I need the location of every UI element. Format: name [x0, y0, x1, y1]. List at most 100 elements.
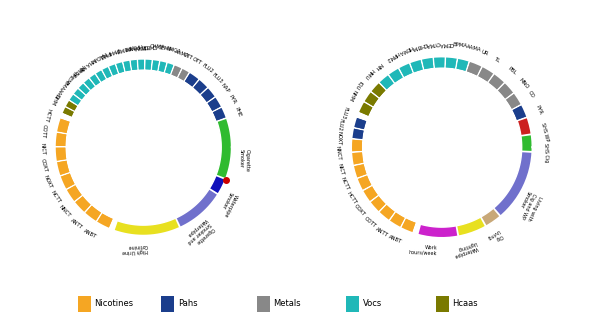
Bar — [161, 296, 174, 312]
Text: AMCA: AMCA — [166, 46, 182, 55]
Polygon shape — [143, 147, 226, 194]
Polygon shape — [457, 58, 469, 71]
Polygon shape — [422, 57, 433, 69]
Polygon shape — [410, 59, 423, 72]
Polygon shape — [56, 161, 69, 175]
Polygon shape — [109, 63, 118, 75]
PathPatch shape — [133, 69, 195, 206]
Polygon shape — [379, 205, 395, 220]
Polygon shape — [179, 68, 189, 80]
Polygon shape — [506, 93, 521, 109]
PathPatch shape — [456, 83, 497, 225]
PathPatch shape — [414, 69, 517, 178]
PathPatch shape — [364, 161, 437, 227]
Text: PYR: PYR — [227, 94, 237, 105]
Text: Waterpipe
Lighting: Waterpipe Lighting — [451, 240, 479, 258]
PathPatch shape — [83, 177, 163, 224]
Polygon shape — [84, 78, 94, 90]
PathPatch shape — [396, 156, 521, 218]
Polygon shape — [371, 83, 386, 97]
Polygon shape — [353, 164, 367, 178]
PathPatch shape — [102, 182, 175, 221]
Polygon shape — [352, 129, 364, 139]
Text: CEMA: CEMA — [158, 45, 173, 52]
Polygon shape — [102, 66, 112, 78]
Text: ANBT: ANBT — [83, 228, 98, 239]
Polygon shape — [208, 97, 221, 111]
PathPatch shape — [421, 110, 517, 225]
PathPatch shape — [454, 68, 511, 191]
PathPatch shape — [151, 70, 221, 156]
Text: PMA: PMA — [59, 79, 69, 91]
Text: PHE: PHE — [234, 106, 242, 118]
Text: DHBM: DHBM — [141, 43, 157, 49]
Bar — [257, 296, 270, 312]
Text: ANBT: ANBT — [387, 235, 402, 245]
Text: HEMA: HEMA — [397, 44, 413, 55]
Polygon shape — [124, 60, 131, 71]
Polygon shape — [364, 92, 378, 106]
PathPatch shape — [367, 168, 440, 227]
Polygon shape — [146, 59, 152, 69]
Text: NCTT: NCTT — [340, 176, 350, 191]
Polygon shape — [201, 88, 216, 102]
PathPatch shape — [404, 73, 522, 142]
PathPatch shape — [456, 76, 487, 224]
Polygon shape — [489, 74, 504, 89]
Text: MNO: MNO — [518, 77, 530, 90]
Text: PYR: PYR — [534, 104, 543, 116]
PathPatch shape — [119, 72, 221, 145]
Text: CO: CO — [527, 90, 536, 99]
Polygon shape — [357, 176, 371, 190]
PathPatch shape — [107, 76, 200, 202]
Polygon shape — [351, 152, 364, 165]
PathPatch shape — [362, 131, 502, 204]
Polygon shape — [410, 59, 423, 72]
Polygon shape — [357, 176, 371, 190]
Text: COXT: COXT — [39, 158, 48, 173]
Polygon shape — [399, 63, 413, 77]
Polygon shape — [390, 212, 405, 228]
Text: MHA: MHA — [83, 56, 96, 67]
PathPatch shape — [82, 95, 206, 195]
Polygon shape — [442, 147, 500, 226]
Text: AAC: AAC — [54, 86, 63, 98]
PathPatch shape — [362, 131, 429, 226]
PathPatch shape — [119, 72, 198, 204]
PathPatch shape — [65, 148, 220, 163]
PathPatch shape — [454, 68, 522, 146]
Text: NNCT: NNCT — [335, 146, 341, 161]
Polygon shape — [506, 93, 521, 109]
Text: Living with
Cig and WP
Smoker: Living with Cig and WP Smoker — [515, 189, 542, 222]
Text: DHBM: DHBM — [411, 41, 427, 51]
Text: MH: MH — [373, 61, 383, 70]
Text: NNCT: NNCT — [58, 204, 72, 218]
PathPatch shape — [113, 74, 221, 143]
PathPatch shape — [373, 99, 521, 160]
PathPatch shape — [372, 165, 517, 195]
Polygon shape — [152, 59, 159, 70]
PathPatch shape — [367, 164, 515, 185]
Text: MADA: MADA — [90, 50, 106, 62]
PathPatch shape — [395, 77, 519, 171]
Polygon shape — [185, 72, 199, 86]
Polygon shape — [379, 205, 395, 220]
Polygon shape — [418, 147, 457, 238]
Polygon shape — [165, 62, 174, 74]
Polygon shape — [109, 63, 118, 75]
Text: AAMA: AAMA — [174, 49, 190, 59]
Polygon shape — [60, 173, 75, 189]
Polygon shape — [55, 148, 66, 161]
Polygon shape — [467, 61, 482, 75]
PathPatch shape — [414, 69, 522, 143]
Polygon shape — [351, 140, 362, 151]
Text: Hcaas: Hcaas — [453, 300, 478, 308]
Polygon shape — [69, 94, 81, 105]
Text: Metals: Metals — [273, 300, 301, 308]
Text: IPM4: IPM4 — [106, 46, 120, 55]
Polygon shape — [352, 129, 364, 139]
PathPatch shape — [86, 91, 205, 196]
Polygon shape — [143, 147, 218, 227]
Polygon shape — [364, 92, 378, 106]
Text: COTT: COTT — [40, 124, 47, 139]
